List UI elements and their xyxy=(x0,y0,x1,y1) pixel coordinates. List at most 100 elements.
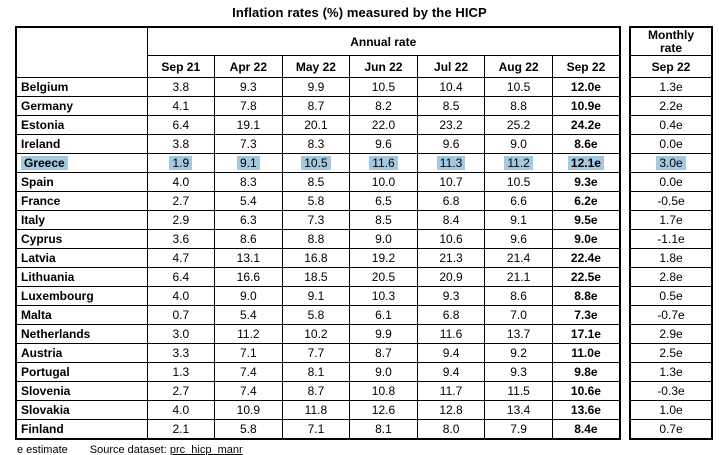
table-row: Germany 4.1 7.8 8.7 8.2 8.5 8.8 10.9e xyxy=(15,96,621,116)
annual-value-cell: 22.5e xyxy=(551,267,621,287)
annual-value-cell: 1.3 xyxy=(146,362,216,382)
tables-container: Annual rate Sep 21 Apr 22 May 22 Jun 22 Jul … xyxy=(15,26,719,440)
annual-value-cell: 23.2 xyxy=(416,115,486,135)
annual-value-cell: 6.5 xyxy=(349,191,418,211)
annual-value-cell: 9.3 xyxy=(484,362,553,382)
annual-value-cell: 9.3 xyxy=(416,286,486,306)
annual-value-cell: 9.6 xyxy=(484,229,553,249)
annual-value-cell: 8.5 xyxy=(281,172,351,192)
annual-value-cell: 3.3 xyxy=(146,343,216,363)
estimate-note: e estimate xyxy=(17,444,68,455)
table-row: Spain 4.0 8.3 8.5 10.0 10.7 10.5 9.3e xyxy=(15,172,621,192)
table-row: 0.0e xyxy=(629,172,713,192)
table-row: France 2.7 5.4 5.8 6.5 6.8 6.6 6.2e xyxy=(15,191,621,211)
table-row: 1.3e xyxy=(629,77,713,97)
table-row: Netherlands 3.0 11.2 10.2 9.9 11.6 13.7 17.1e xyxy=(15,324,621,344)
table-row: 2.9e xyxy=(629,324,713,344)
annual-value-cell: 8.8e xyxy=(551,286,621,306)
monthly-value-cell: 1.7e xyxy=(629,210,713,230)
table-row: 1.0e xyxy=(629,400,713,420)
annual-value-cell: 6.6 xyxy=(484,191,553,211)
country-label: Austria xyxy=(15,343,148,363)
monthly-value-cell: 2.9e xyxy=(629,324,713,344)
country-label: Finland xyxy=(15,419,148,440)
country-label: Greece xyxy=(15,153,148,173)
annual-value-cell: 5.8 xyxy=(281,191,351,211)
annual-value-cell: 11.2 xyxy=(214,324,283,344)
annual-value-cell: 24.2e xyxy=(551,115,621,135)
annual-value-cell: 0.7 xyxy=(146,305,216,325)
annual-value-cell: 16.8 xyxy=(281,248,351,268)
annual-value-cell: 5.8 xyxy=(281,305,351,325)
monthly-rate-group-header: Monthly rate xyxy=(629,26,713,56)
table-row: Austria 3.3 7.1 7.7 8.7 9.4 9.2 11.0e xyxy=(15,343,621,363)
table-row: Slovenia 2.7 7.4 8.7 10.8 11.7 11.5 10.6e xyxy=(15,381,621,401)
annual-value-cell: 9.3e xyxy=(551,172,621,192)
table-row: 2.8e xyxy=(629,267,713,287)
table-row: Ireland 3.8 7.3 8.3 9.6 9.6 9.0 8.6e xyxy=(15,134,621,154)
annual-value-cell: 20.5 xyxy=(349,267,418,287)
annual-value-cell: 9.6 xyxy=(349,134,418,154)
annual-rate-group-header: Annual rate xyxy=(146,26,621,56)
annual-value-cell: 8.5 xyxy=(416,96,486,116)
annual-value-cell: 9.4 xyxy=(416,362,486,382)
country-label: Latvia xyxy=(15,248,148,268)
annual-value-cell: 16.6 xyxy=(214,267,283,287)
monthly-value-cell: 2.5e xyxy=(629,343,713,363)
monthly-value-cell: 1.0e xyxy=(629,400,713,420)
table-row: Lithuania 6.4 16.6 18.5 20.5 20.9 21.1 22.5e xyxy=(15,267,621,287)
monthly-value-cell: 2.8e xyxy=(629,267,713,287)
annual-value-cell: 9.1 xyxy=(281,286,351,306)
column-header: Sep 21 xyxy=(146,55,216,78)
table-row: Slovakia 4.0 10.9 11.8 12.6 12.8 13.4 13.6e xyxy=(15,400,621,420)
table-row: Estonia 6.4 19.1 20.1 22.0 23.2 25.2 24.2e xyxy=(15,115,621,135)
annual-value-cell: 3.0 xyxy=(146,324,216,344)
period-header-row: Sep 21 Apr 22 May 22 Jun 22 Jul 22 Aug 22 Sep … xyxy=(16,55,621,78)
annual-value-cell: 8.6 xyxy=(484,286,553,306)
annual-value-cell: 9.1 xyxy=(484,210,553,230)
annual-value-cell: 9.5e xyxy=(551,210,621,230)
annual-value-cell: 8.4 xyxy=(416,210,486,230)
country-label: Ireland xyxy=(15,134,148,154)
annual-value-cell: 22.4e xyxy=(551,248,621,268)
annual-value-cell: 4.1 xyxy=(146,96,216,116)
annual-value-cell: 10.9 xyxy=(214,400,283,420)
country-label: Portugal xyxy=(15,362,148,382)
table-row: Malta 0.7 5.4 5.8 6.1 6.8 7.0 7.3e xyxy=(15,305,621,325)
annual-value-cell: 8.3 xyxy=(214,172,283,192)
annual-value-cell: 10.6 xyxy=(416,229,486,249)
annual-value-cell: 10.3 xyxy=(349,286,418,306)
annual-value-cell: 10.5 xyxy=(484,77,553,97)
monthly-value-cell: 3.0e xyxy=(629,153,713,173)
monthly-table-body: 1.3e 2.2e 0.4e 0.0e 3.0e 0.0e -0.5e 1.7e -1.1e 1.… xyxy=(629,77,713,440)
table-row: Portugal 1.3 7.4 8.1 9.0 9.4 9.3 9.8e xyxy=(15,362,621,382)
monthly-value-cell: 0.0e xyxy=(629,172,713,192)
annual-value-cell: 3.6 xyxy=(146,229,216,249)
monthly-period-header: Sep 22 xyxy=(629,55,713,78)
annual-value-cell: 10.8 xyxy=(349,381,418,401)
annual-value-cell: 9.9 xyxy=(349,324,418,344)
annual-value-cell: 10.6e xyxy=(551,381,621,401)
annual-value-cell: 6.8 xyxy=(416,191,486,211)
source-dataset-link[interactable]: prc_hicp_manr xyxy=(169,444,243,455)
annual-value-cell: 8.7 xyxy=(349,343,418,363)
country-label: Netherlands xyxy=(15,324,148,344)
annual-value-cell: 11.8 xyxy=(281,400,351,420)
annual-value-cell: 11.3 xyxy=(416,153,486,173)
country-label: Slovakia xyxy=(15,400,148,420)
annual-value-cell: 19.2 xyxy=(349,248,418,268)
monthly-value-cell: 2.2e xyxy=(629,96,713,116)
annual-value-cell: 8.4e xyxy=(551,419,621,440)
country-label: Lithuania xyxy=(15,267,148,287)
annual-value-cell: 17.1e xyxy=(551,324,621,344)
annual-value-cell: 7.1 xyxy=(281,419,351,440)
annual-value-cell: 8.1 xyxy=(349,419,418,440)
annual-value-cell: 10.2 xyxy=(281,324,351,344)
column-header: Aug 22 xyxy=(484,55,553,78)
annual-value-cell: 21.3 xyxy=(416,248,486,268)
table-row: -1.1e xyxy=(629,229,713,249)
annual-value-cell: 8.6 xyxy=(214,229,283,249)
annual-value-cell: 4.0 xyxy=(146,400,216,420)
table-row: 1.3e xyxy=(629,362,713,382)
